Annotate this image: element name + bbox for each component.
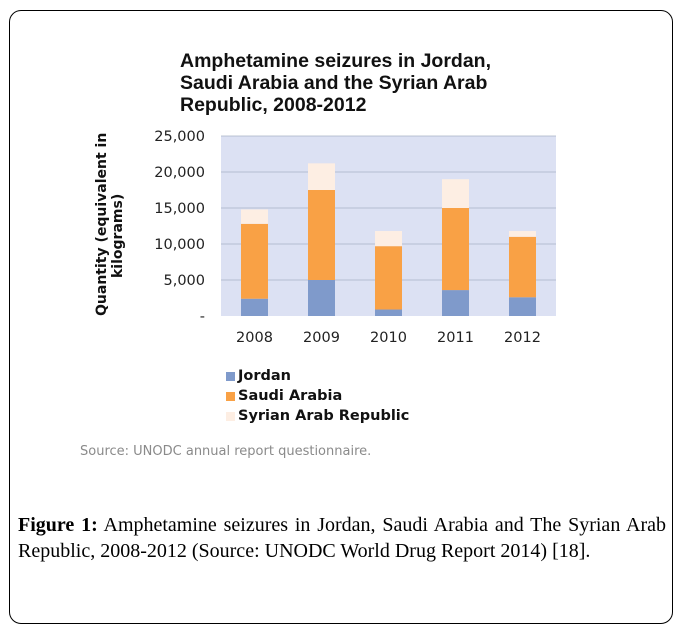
bar-segment (241, 298, 268, 316)
bar-segment (509, 297, 536, 316)
y-tick-label: 10,000 (154, 237, 205, 253)
x-ticks: 2008 2009 2010 2011 2012 (236, 330, 541, 346)
bar-segment (308, 163, 335, 190)
bar-segment (241, 223, 268, 299)
x-tick-label: 2010 (370, 330, 407, 346)
figure-frame (9, 10, 673, 624)
legend-swatch (226, 411, 235, 421)
bars (241, 163, 536, 316)
x-tick-label: 2011 (437, 330, 474, 346)
bar-segment (442, 290, 469, 316)
chart-title: Amphetamine seizures in Jordan, Saudi Ar… (180, 50, 560, 116)
y-tick-label: 5,000 (163, 273, 205, 289)
caption-text: Amphetamine seizures in Jordan, Saudi Ar… (18, 514, 667, 562)
x-tick-label: 2008 (236, 330, 273, 346)
bar-segment (442, 179, 469, 208)
bar-segment (375, 246, 402, 310)
legend-item-saudi-arabia: Saudi Arabia (226, 386, 409, 406)
y-tick-label: 15,000 (154, 201, 205, 217)
bar-segment (308, 190, 335, 280)
x-tick-label: 2009 (303, 330, 340, 346)
source-note: Source: UNODC annual report questionnair… (80, 444, 372, 459)
y-tick-label: - (200, 309, 205, 325)
legend-swatch (226, 371, 235, 381)
chart-title-line: Saudi Arabia and the Syrian Arab (180, 72, 488, 94)
bar-segment (308, 280, 335, 316)
bar-segment (375, 231, 402, 247)
figure-caption: Figure 1: Amphetamine seizures in Jordan… (18, 512, 666, 564)
bar-segment (375, 309, 402, 316)
legend-item-jordan: Jordan (226, 366, 409, 386)
y-tick-label: 20,000 (154, 165, 205, 181)
legend-item-syrian-arab-republic: Syrian Arab Republic (226, 406, 409, 426)
legend-label: Saudi Arabia (238, 388, 343, 404)
bar-segment (509, 236, 536, 298)
bar-segment (442, 208, 469, 291)
caption-lead: Figure 1: (18, 514, 98, 536)
y-tick-label: 25,000 (154, 129, 205, 145)
bar-segment (509, 231, 536, 237)
legend-label: Jordan (238, 368, 291, 384)
legend: Jordan Saudi Arabia Syrian Arab Republic (226, 366, 409, 426)
legend-swatch (226, 391, 235, 401)
bar-segment (241, 209, 268, 224)
chart-title-line: Republic, 2008-2012 (180, 94, 367, 116)
y-ticks: - 5,000 10,000 15,000 20,000 25,000 (154, 129, 205, 325)
chart-title-line: Amphetamine seizures in Jordan, (180, 50, 492, 72)
legend-label: Syrian Arab Republic (238, 408, 410, 424)
x-tick-label: 2012 (504, 330, 541, 346)
